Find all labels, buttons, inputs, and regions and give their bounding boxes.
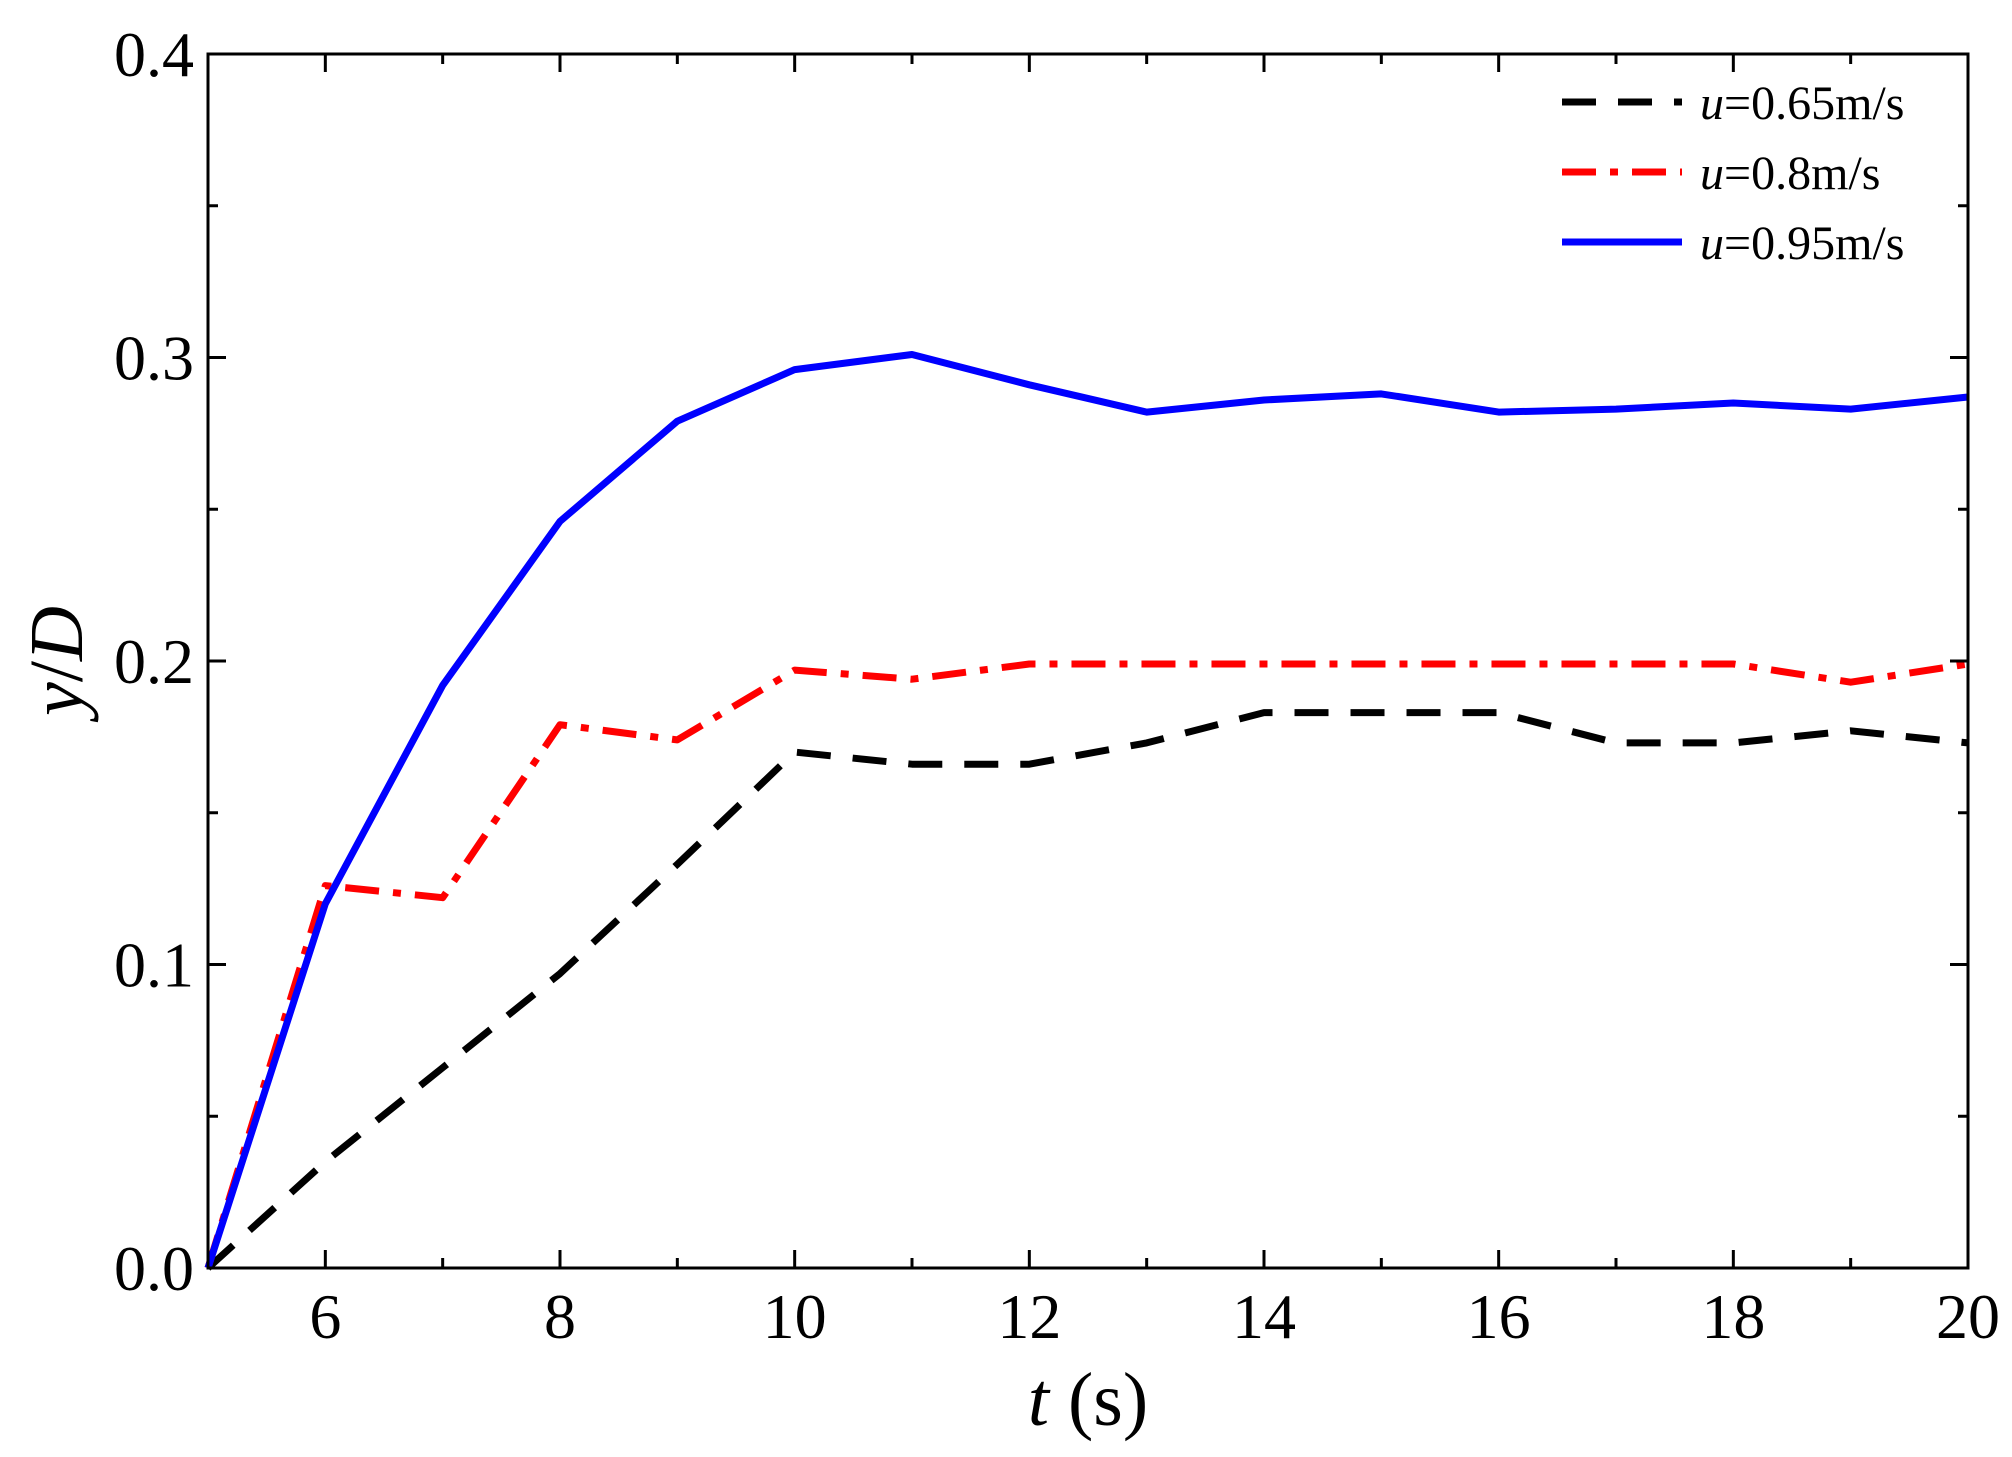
legend-label-variable: u [1700, 77, 1724, 130]
y-axis-title-numerator: y [15, 682, 99, 723]
y-tick-label: 0.3 [114, 323, 194, 394]
legend-label-value: =0.95m/s [1724, 217, 1904, 270]
y-tick-label: 0.1 [114, 930, 194, 1001]
x-tick-label: 16 [1467, 1281, 1531, 1352]
legend-label-variable: u [1700, 217, 1724, 270]
legend-label-2: u=0.8m/s [1700, 147, 1880, 200]
x-tick-label: 12 [997, 1281, 1061, 1352]
series-layer [204, 351, 1969, 1271]
series-line-3 [204, 351, 1969, 1270]
x-axis-title-unit: (s) [1049, 1358, 1148, 1442]
legend-label-1: u=0.65m/s [1700, 77, 1904, 130]
x-tick-label: 6 [309, 1281, 341, 1352]
legend-label-value: =0.8m/s [1724, 147, 1880, 200]
x-tick-label: 18 [1701, 1281, 1765, 1352]
legend-label-variable: u [1700, 147, 1724, 200]
y-tick-label: 0.4 [114, 19, 194, 90]
x-tick-label: 10 [763, 1281, 827, 1352]
x-axis-title: t (s) [1028, 1358, 1148, 1442]
x-tick-label: 8 [544, 1281, 576, 1352]
series-line-2 [204, 660, 1969, 1270]
legend: u=0.65m/su=0.8m/su=0.95m/s [1562, 77, 1904, 270]
x-axis-title-variable: t [1028, 1358, 1051, 1442]
x-tick-label: 14 [1232, 1281, 1296, 1352]
y-tick-label: 0.0 [114, 1233, 194, 1304]
y-axis-title-denominator: D [15, 606, 99, 662]
tick-layer: 6 8 10 12 14 16 18 20 0.0 0.1 0.2 0.3 0.4 [114, 19, 2000, 1352]
x-tick-label: 20 [1936, 1281, 2000, 1352]
y-axis-title-separator: / [15, 660, 99, 682]
legend-label-value: =0.65m/s [1724, 77, 1904, 130]
series-line-1 [205, 709, 1969, 1271]
legend-label-3: u=0.95m/s [1700, 217, 1904, 270]
y-tick-label: 0.2 [114, 626, 194, 697]
y-axis-title: y/D [15, 606, 99, 723]
